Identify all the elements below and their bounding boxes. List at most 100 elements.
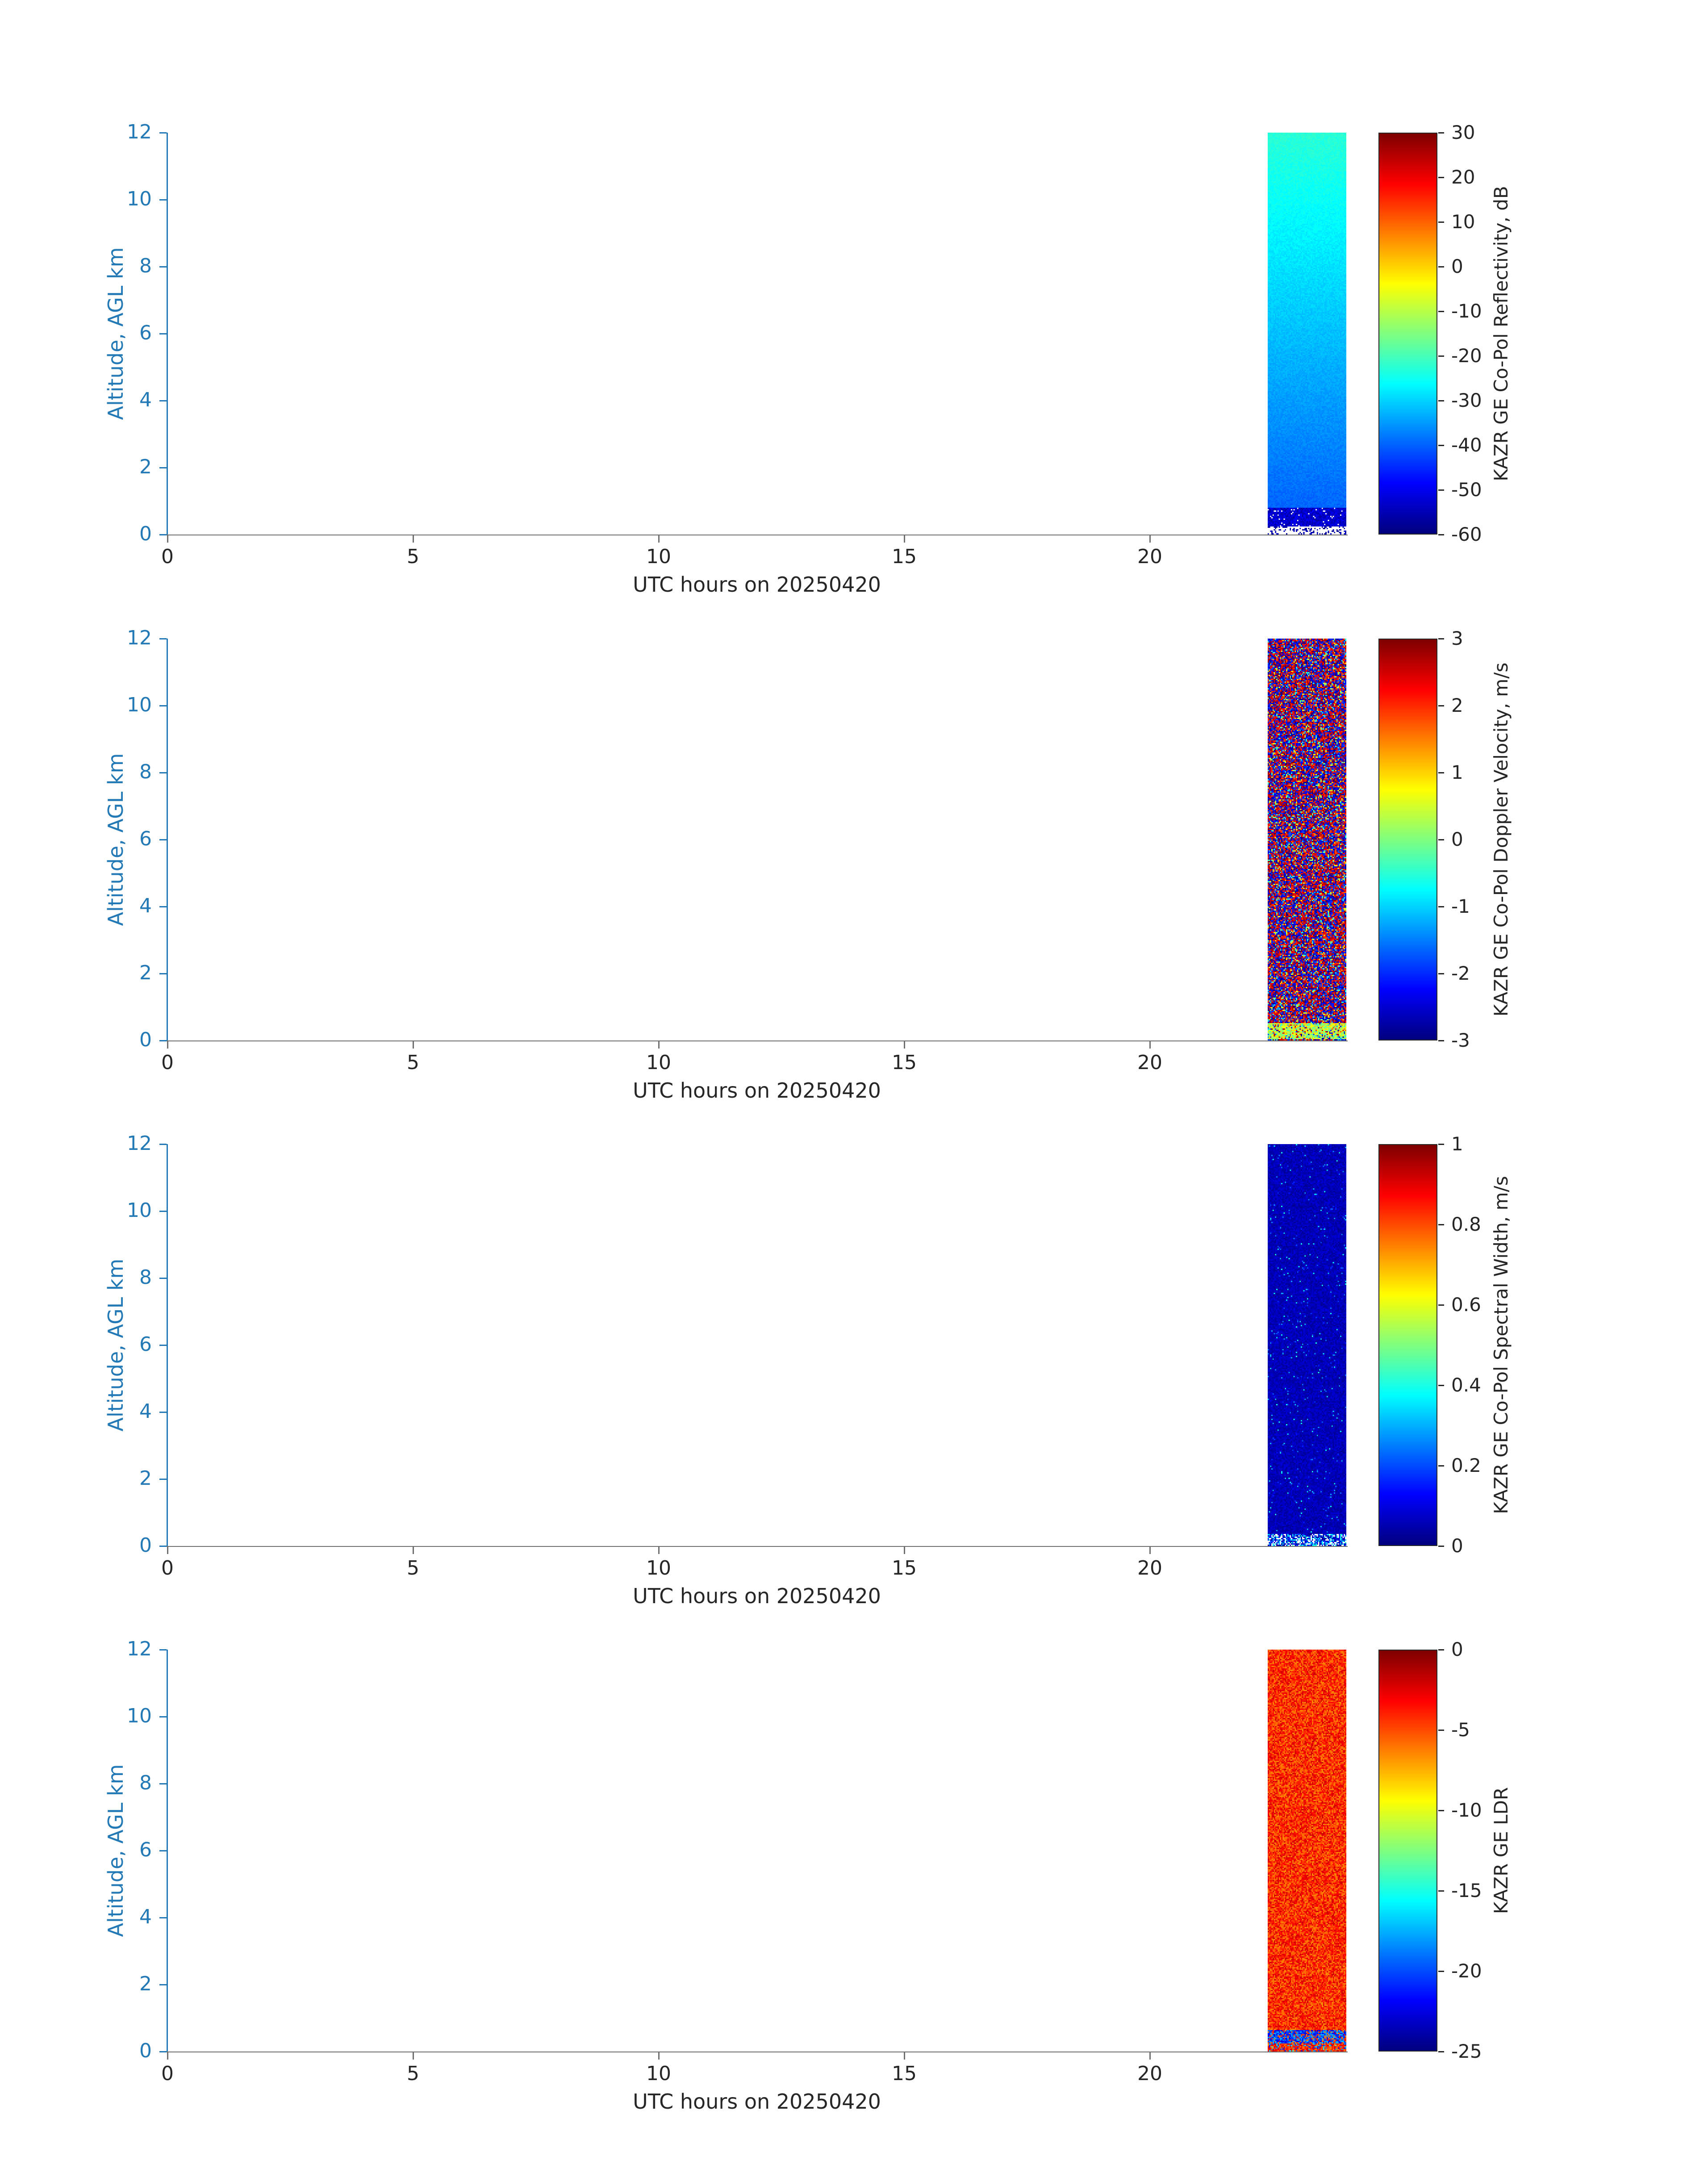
y-axis-line	[167, 1650, 168, 2052]
y-tick	[159, 2051, 167, 2052]
colorbar	[1378, 639, 1437, 1040]
colorbar-tick	[1438, 1890, 1444, 1892]
x-tick	[167, 1547, 168, 1554]
y-tick	[159, 1716, 167, 1717]
x-axis-line	[167, 1546, 1348, 1547]
x-tick	[658, 1547, 660, 1554]
y-tick	[159, 839, 167, 840]
y-tick-label: 6	[58, 827, 152, 850]
y-tick	[159, 1850, 167, 1851]
colorbar-tick	[1438, 1971, 1444, 1972]
kazr-quicklook-figure: Altitude, AGL km UTC hours on 20250420 K…	[0, 0, 1708, 2177]
x-tick-label: 15	[869, 2062, 940, 2085]
colorbar	[1378, 1650, 1437, 2052]
colorbar	[1378, 133, 1437, 535]
x-tick	[904, 2052, 905, 2060]
y-tick	[159, 1546, 167, 1547]
colorbar-tick	[1438, 1730, 1444, 1731]
x-tick	[1149, 1041, 1151, 1049]
y-tick-label: 4	[58, 894, 152, 917]
colorbar-tick	[1438, 132, 1444, 134]
colorbar-tick-label: 1	[1451, 1133, 1567, 1155]
y-tick-label: 2	[58, 455, 152, 478]
colorbar-tick	[1438, 973, 1444, 974]
colorbar-tick-label: -3	[1451, 1029, 1567, 1051]
x-tick-label: 10	[623, 545, 694, 568]
colorbar-tick	[1438, 839, 1444, 840]
y-tick	[159, 333, 167, 334]
y-tick	[159, 467, 167, 468]
x-axis-label: UTC hours on 20250420	[489, 1584, 1025, 1608]
panel-copol-doppler-velocity: Altitude, AGL km UTC hours on 20250420 K…	[0, 639, 1708, 1157]
colorbar-tick-label: -40	[1451, 434, 1567, 456]
colorbar-tick	[1438, 445, 1444, 446]
x-tick-label: 5	[377, 1557, 449, 1579]
x-tick	[1149, 535, 1151, 543]
x-tick-label: 5	[377, 1051, 449, 1074]
x-tick	[658, 2052, 660, 2060]
colorbar-tick-label: 0.2	[1451, 1454, 1567, 1476]
x-tick	[167, 1041, 168, 1049]
colorbar-tick	[1438, 1224, 1444, 1225]
y-tick	[159, 906, 167, 907]
colorbar-tick-label: -2	[1451, 962, 1567, 984]
y-axis-line	[167, 133, 168, 535]
y-tick	[159, 1278, 167, 1279]
colorbar-tick-label: 10	[1451, 211, 1567, 233]
colorbar	[1378, 1144, 1437, 1546]
y-axis-line	[167, 1144, 168, 1547]
colorbar-tick	[1438, 1810, 1444, 1811]
colorbar-tick-label: 1	[1451, 761, 1567, 783]
x-tick	[413, 1547, 414, 1554]
colorbar-tick-label: 0.4	[1451, 1374, 1567, 1396]
colorbar-tick-label: -1	[1451, 895, 1567, 917]
x-tick	[413, 2052, 414, 2060]
y-tick	[159, 1984, 167, 1985]
y-tick-label: 4	[58, 1400, 152, 1423]
colorbar-tick	[1438, 1144, 1444, 1145]
y-tick-label: 8	[58, 1772, 152, 1794]
x-axis-label: UTC hours on 20250420	[489, 2089, 1025, 2114]
colorbar-tick	[1438, 355, 1444, 357]
colorbar-tick-label: 3	[1451, 627, 1567, 649]
y-tick-label: 12	[58, 121, 152, 143]
colorbar-tick-label: -10	[1451, 1799, 1567, 1821]
y-tick	[159, 1040, 167, 1041]
y-tick-label: 12	[58, 1132, 152, 1155]
y-tick-label: 8	[58, 255, 152, 277]
colorbar-tick-label: -20	[1451, 345, 1567, 367]
y-tick	[159, 266, 167, 267]
colorbar-label: KAZR GE Co-Pol Spectral Width, m/s	[1489, 1144, 1513, 1546]
colorbar-tick	[1438, 221, 1444, 223]
colorbar-tick	[1438, 1465, 1444, 1467]
colorbar-tick	[1438, 2051, 1444, 2052]
colorbar-tick-label: 2	[1451, 694, 1567, 716]
colorbar-tick-label: 0	[1451, 255, 1567, 277]
colorbar-tick-label: 20	[1451, 166, 1567, 188]
y-tick-label: 0	[58, 2039, 152, 2062]
y-tick-label: 8	[58, 1266, 152, 1289]
colorbar-tick	[1438, 1304, 1444, 1306]
x-tick	[413, 1041, 414, 1049]
x-tick	[904, 535, 905, 543]
radar-echo-strip	[1268, 1144, 1346, 1546]
x-tick-label: 5	[377, 2062, 449, 2085]
colorbar-tick	[1438, 534, 1444, 535]
y-tick-label: 4	[58, 389, 152, 411]
x-tick-label: 10	[623, 1051, 694, 1074]
colorbar-tick-label: 0.8	[1451, 1213, 1567, 1235]
y-tick	[159, 1144, 167, 1145]
y-tick	[159, 1211, 167, 1212]
y-tick	[159, 772, 167, 773]
y-tick-label: 10	[58, 1705, 152, 1727]
colorbar-tick-label: -20	[1451, 1960, 1567, 1982]
colorbar-tick-label: 30	[1451, 121, 1567, 143]
x-tick-label: 0	[132, 545, 203, 568]
colorbar-tick-label: -10	[1451, 300, 1567, 322]
y-tick	[159, 638, 167, 639]
colorbar-label: KAZR GE LDR	[1489, 1650, 1513, 2052]
colorbar-tick	[1438, 311, 1444, 312]
y-tick	[159, 973, 167, 974]
y-tick-label: 10	[58, 1199, 152, 1222]
x-tick-label: 20	[1114, 1051, 1186, 1074]
